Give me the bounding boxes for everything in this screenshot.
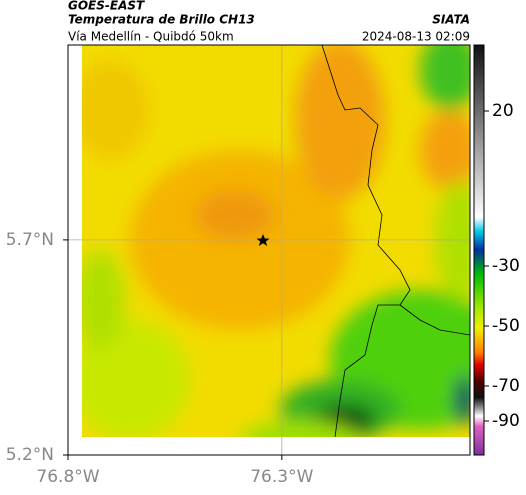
- x-tick-label: 76.8°W: [36, 467, 99, 487]
- station-marker: [256, 234, 270, 246]
- colorbar-tick-label: 20: [492, 101, 514, 121]
- colorbar-tick-label: -50: [492, 316, 520, 336]
- brand: SIATA: [432, 13, 470, 27]
- timestamp: 2024-08-13 02:09: [362, 30, 470, 44]
- colorbar-ticks: 20 -30 -50 -70 -90: [484, 101, 520, 431]
- brightness-field: [82, 45, 470, 437]
- colorbar-tick-label: -70: [492, 376, 520, 396]
- subtitle: Vía Medellín - Quibdó 50km: [68, 30, 234, 44]
- colorbar: [473, 44, 485, 456]
- source: GOES-EAST: [68, 0, 145, 13]
- map-frame: [67, 44, 471, 456]
- y-tick-label: 5.2°N: [6, 445, 54, 465]
- y-tick-label: 5.7°N: [6, 230, 54, 250]
- x-tick-label: 76.3°W: [250, 467, 313, 487]
- colorbar-tick-label: -90: [492, 411, 520, 431]
- title: Temperatura de Brillo CH13: [68, 13, 255, 27]
- colorbar-tick-label: -30: [492, 256, 520, 276]
